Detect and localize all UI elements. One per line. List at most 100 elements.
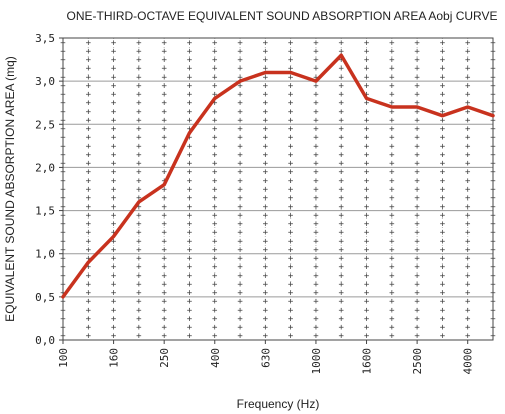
minor-mark: + — [136, 142, 142, 152]
minor-mark: + — [364, 64, 370, 74]
minor-mark: + — [263, 211, 269, 221]
minor-mark: + — [414, 56, 420, 66]
minor-mark: + — [161, 168, 167, 178]
minor-mark: + — [237, 332, 243, 342]
minor-mark: + — [364, 263, 370, 273]
x-tick-label: 1600 — [361, 348, 374, 375]
minor-mark: + — [313, 297, 319, 307]
minor-mark: + — [161, 271, 167, 281]
minor-mark: + — [161, 99, 167, 109]
minor-mark: + — [440, 150, 446, 160]
minor-mark: + — [414, 306, 420, 316]
minor-mark: + — [237, 220, 243, 230]
minor-mark: + — [136, 202, 142, 212]
minor-mark: + — [389, 38, 395, 48]
minor-mark: + — [465, 323, 471, 333]
minor-mark: + — [389, 73, 395, 83]
minor-mark: + — [136, 176, 142, 186]
minor-mark: + — [111, 81, 117, 91]
data-point — [339, 53, 343, 57]
minor-mark: + — [86, 263, 92, 273]
minor-mark: + — [440, 297, 446, 307]
minor-mark: + — [111, 332, 117, 342]
minor-mark: + — [111, 150, 117, 160]
minor-mark: + — [414, 314, 420, 324]
minor-mark: + — [465, 185, 471, 195]
minor-mark: + — [111, 116, 117, 126]
minor-mark: + — [313, 228, 319, 238]
minor-mark: + — [414, 245, 420, 255]
minor-mark: + — [465, 211, 471, 221]
minor-mark: + — [187, 297, 193, 307]
minor-mark: + — [440, 202, 446, 212]
minor-mark: + — [263, 297, 269, 307]
minor-mark: + — [339, 263, 345, 273]
minor-mark: + — [465, 245, 471, 255]
minor-mark: + — [313, 142, 319, 152]
minor-mark: + — [111, 263, 117, 273]
minor-mark: + — [364, 289, 370, 299]
minor-mark: + — [187, 176, 193, 186]
minor-mark: + — [414, 332, 420, 342]
minor-mark: + — [339, 116, 345, 126]
minor-mark: + — [263, 280, 269, 290]
minor-mark: + — [263, 159, 269, 169]
x-tick-label: 250 — [158, 348, 171, 368]
minor-mark: + — [389, 332, 395, 342]
minor-mark: + — [313, 133, 319, 143]
minor-mark: + — [440, 64, 446, 74]
minor-mark: + — [440, 185, 446, 195]
minor-mark: + — [263, 47, 269, 57]
minor-mark: + — [465, 81, 471, 91]
minor-mark: + — [440, 38, 446, 48]
minor-mark: + — [136, 107, 142, 117]
grid — [62, 37, 494, 341]
minor-mark: + — [187, 271, 193, 281]
minor-mark: + — [263, 125, 269, 135]
x-tick-label: 100 — [57, 348, 70, 368]
minor-mark: + — [86, 168, 92, 178]
minor-mark: + — [288, 332, 294, 342]
y-tick-label: 2,5 — [35, 118, 55, 131]
minor-mark: + — [364, 297, 370, 307]
minor-mark: + — [414, 81, 420, 91]
minor-mark: + — [339, 306, 345, 316]
minor-mark: + — [389, 289, 395, 299]
minor-mark: + — [212, 107, 218, 117]
minor-mark: + — [389, 202, 395, 212]
minor-mark: + — [465, 168, 471, 178]
minor-mark: + — [237, 237, 243, 247]
minor-mark: + — [237, 133, 243, 143]
minor-mark: + — [364, 99, 370, 109]
minor-mark: + — [364, 133, 370, 143]
minor-mark: + — [263, 168, 269, 178]
minor-mark: + — [465, 202, 471, 212]
minor-mark: + — [339, 211, 345, 221]
minor-mark: + — [465, 99, 471, 109]
minor-mark: + — [136, 150, 142, 160]
minor-mark: + — [263, 271, 269, 281]
minor-mark: + — [339, 73, 345, 83]
minor-mark: + — [161, 81, 167, 91]
minor-mark: + — [313, 245, 319, 255]
minor-mark: + — [111, 245, 117, 255]
minor-mark: + — [212, 159, 218, 169]
minor-mark: + — [263, 38, 269, 48]
minor-mark: + — [414, 168, 420, 178]
minor-mark: + — [86, 254, 92, 264]
minor-mark: + — [339, 56, 345, 66]
minor-mark: + — [187, 314, 193, 324]
minor-mark: + — [313, 332, 319, 342]
minor-mark: + — [187, 220, 193, 230]
minor-mark: + — [465, 254, 471, 264]
minor-mark: + — [288, 159, 294, 169]
minor-mark: + — [313, 125, 319, 135]
minor-mark: + — [389, 142, 395, 152]
minor-mark: + — [136, 116, 142, 126]
minor-mark: + — [313, 314, 319, 324]
minor-mark: + — [364, 90, 370, 100]
minor-mark: + — [187, 81, 193, 91]
minor-mark: + — [86, 185, 92, 195]
minor-mark: + — [288, 211, 294, 221]
